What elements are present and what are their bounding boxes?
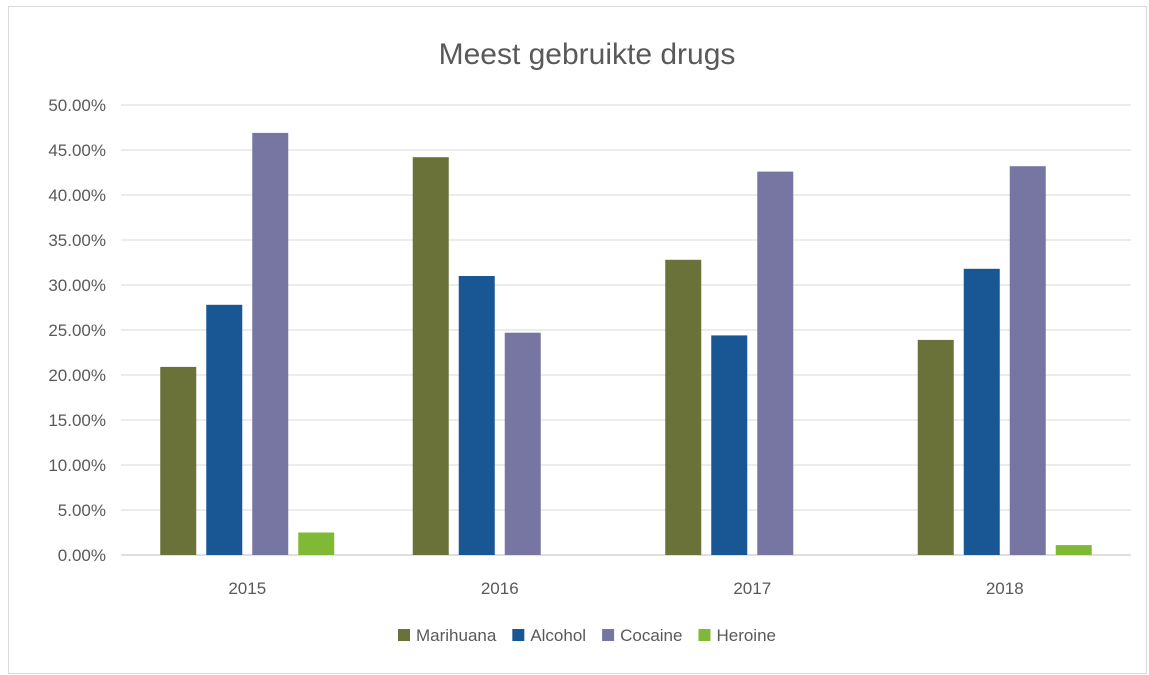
bar (1009, 166, 1046, 555)
bar (160, 366, 197, 555)
y-tick-label: 20.00% (48, 366, 106, 385)
legend-item: Cocaine (602, 626, 682, 645)
y-tick-label: 25.00% (48, 321, 106, 340)
y-tick-label: 5.00% (58, 501, 106, 520)
x-axis-tick-labels: 2015 2016 2017 2018 (228, 579, 1023, 598)
bar (711, 335, 748, 555)
legend: Marihuana Alcohol Cocaine Heroine (397, 626, 776, 645)
legend-item: Alcohol (512, 626, 586, 645)
bar (298, 532, 335, 555)
chart-area: Meest gebruikte drugs 0.00% 5.00% 10.00% 15… (8, 6, 1147, 674)
bar (1055, 545, 1092, 555)
chart-title: Meest gebruikte drugs (439, 38, 736, 71)
x-tick-label: 2015 (228, 579, 266, 598)
bar (757, 171, 794, 555)
gridlines (121, 104, 1131, 556)
legend-swatch (698, 629, 711, 641)
y-tick-label: 45.00% (48, 141, 106, 160)
legend-swatch (602, 629, 615, 641)
legend-label: Heroine (716, 626, 776, 645)
x-tick-label: 2018 (986, 579, 1024, 598)
chart-canvas: Meest gebruikte drugs 0.00% 5.00% 10.00% 15… (48, 38, 1131, 645)
legend-item: Marihuana (397, 626, 497, 645)
bar (504, 332, 541, 555)
x-tick-label: 2016 (481, 579, 519, 598)
legend-label: Cocaine (620, 626, 682, 645)
legend-label: Marihuana (416, 626, 497, 645)
bars (160, 132, 1092, 555)
y-axis-tick-labels: 0.00% 5.00% 10.00% 15.00% 20.00% 25.00% 30.00%… (48, 96, 106, 565)
bar (917, 339, 954, 555)
x-tick-label: 2017 (733, 579, 771, 598)
legend-label: Alcohol (530, 626, 586, 645)
y-tick-label: 10.00% (48, 456, 106, 475)
y-tick-label: 35.00% (48, 231, 106, 250)
bar (412, 157, 449, 555)
legend-item: Heroine (698, 626, 776, 645)
bar (458, 276, 495, 555)
y-tick-label: 0.00% (58, 546, 106, 565)
y-tick-label: 40.00% (48, 186, 106, 205)
y-tick-label: 15.00% (48, 411, 106, 430)
y-tick-label: 50.00% (48, 96, 106, 115)
legend-swatch (512, 629, 525, 641)
bar (206, 304, 243, 555)
y-tick-label: 30.00% (48, 276, 106, 295)
legend-swatch (397, 629, 410, 641)
bar (665, 259, 702, 555)
bar (963, 268, 1000, 555)
bar (252, 132, 289, 555)
